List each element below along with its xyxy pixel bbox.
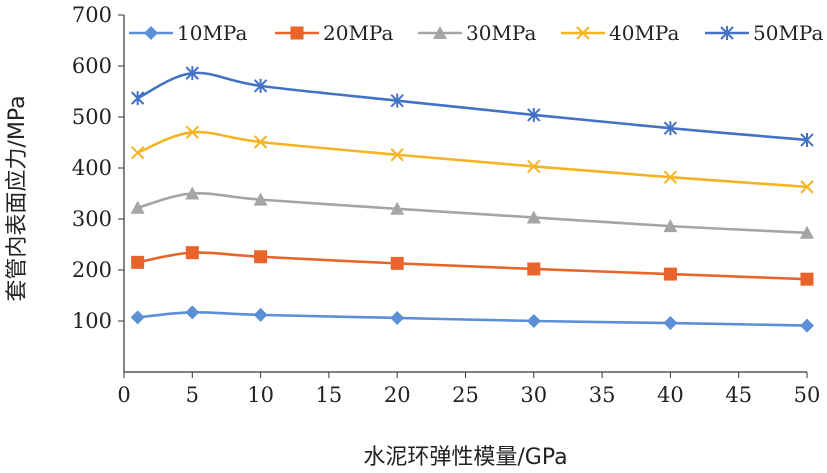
legend-marker bbox=[720, 26, 734, 40]
series-line bbox=[137, 251, 808, 281]
data-point bbox=[185, 186, 200, 200]
series-line bbox=[137, 310, 808, 327]
y-tick-label: 300 bbox=[72, 207, 112, 231]
data-point bbox=[185, 246, 199, 260]
data-point bbox=[800, 272, 814, 286]
legend-marker bbox=[144, 26, 158, 40]
data-point bbox=[527, 159, 541, 174]
y-tick-label: 500 bbox=[72, 105, 112, 129]
series-20MPa bbox=[131, 246, 814, 286]
y-tick-label: 400 bbox=[72, 156, 112, 180]
x-tick-label: 10 bbox=[247, 383, 274, 407]
y-tick-label: 200 bbox=[72, 258, 112, 282]
data-point bbox=[253, 78, 268, 93]
y-tick-label: 700 bbox=[72, 3, 112, 27]
legend-label: 30MPa bbox=[466, 21, 536, 45]
x-tick-label: 20 bbox=[384, 383, 411, 407]
data-point bbox=[526, 210, 541, 224]
data-point bbox=[526, 314, 541, 328]
legend-marker bbox=[433, 26, 447, 39]
y-tick-label: 100 bbox=[72, 309, 112, 333]
series-layer bbox=[130, 66, 814, 333]
x-axis-title: 水泥环弹性模量/GPa bbox=[363, 445, 567, 470]
x-tick-label: 0 bbox=[117, 383, 130, 407]
x-tick-label: 5 bbox=[186, 383, 199, 407]
data-point bbox=[527, 262, 541, 276]
legend-item: 20MPa bbox=[275, 21, 393, 45]
data-point bbox=[390, 310, 405, 325]
legend-label: 50MPa bbox=[753, 21, 823, 45]
data-point bbox=[130, 310, 145, 325]
data-point bbox=[253, 135, 268, 149]
x-tick-label: 35 bbox=[589, 383, 616, 407]
data-point bbox=[185, 125, 200, 140]
legend-label: 40MPa bbox=[609, 21, 679, 45]
data-point bbox=[800, 180, 814, 194]
data-point bbox=[254, 250, 268, 264]
x-tick-label: 25 bbox=[452, 383, 479, 407]
data-point bbox=[390, 148, 404, 162]
x-tick-label: 40 bbox=[657, 383, 684, 407]
legend-item: 50MPa bbox=[705, 21, 823, 45]
data-point bbox=[800, 132, 814, 147]
data-point bbox=[663, 121, 678, 136]
x-tick-label: 30 bbox=[520, 383, 547, 407]
ticks: 100 200 300 400 500 600 700 0 5 10 15 20 25 30 35 40 45 5… bbox=[72, 3, 820, 407]
data-point bbox=[390, 93, 404, 108]
series-10MPa bbox=[130, 305, 814, 333]
data-point bbox=[527, 107, 541, 122]
series-line bbox=[137, 71, 808, 142]
series-50MPa bbox=[130, 66, 814, 147]
data-point bbox=[663, 267, 677, 281]
data-point bbox=[131, 255, 145, 269]
data-point bbox=[130, 91, 145, 106]
legend-item: 40MPa bbox=[561, 21, 679, 45]
x-tick-label: 50 bbox=[794, 383, 821, 407]
x-tick-label: 15 bbox=[316, 383, 343, 407]
y-tick-label: 600 bbox=[72, 54, 112, 78]
data-point bbox=[130, 200, 145, 214]
legend-label: 20MPa bbox=[323, 21, 393, 45]
series-40MPa bbox=[130, 125, 814, 194]
legend-marker bbox=[576, 26, 590, 40]
data-point bbox=[663, 219, 678, 233]
data-point bbox=[253, 192, 268, 206]
data-point bbox=[130, 145, 145, 160]
data-point bbox=[663, 170, 678, 184]
y-axis-title: 套管内表面应力/MPa bbox=[5, 95, 30, 301]
data-point bbox=[185, 305, 200, 320]
series-30MPa bbox=[130, 186, 814, 239]
data-point bbox=[800, 318, 814, 333]
data-point bbox=[253, 307, 268, 322]
series-line bbox=[137, 191, 808, 235]
data-point bbox=[663, 316, 678, 331]
series-line bbox=[137, 130, 808, 189]
data-point bbox=[390, 201, 405, 215]
data-point bbox=[800, 225, 814, 239]
legend-item: 30MPa bbox=[418, 21, 536, 45]
x-tick-label: 45 bbox=[725, 383, 752, 407]
legend-label: 10MPa bbox=[177, 21, 247, 45]
legend: 10MPa 20MPa 30MPa 40MPa 50MPa bbox=[129, 21, 823, 45]
legend-marker bbox=[290, 26, 304, 40]
legend-item: 10MPa bbox=[129, 21, 247, 45]
data-point bbox=[390, 256, 404, 270]
data-point bbox=[185, 66, 200, 81]
